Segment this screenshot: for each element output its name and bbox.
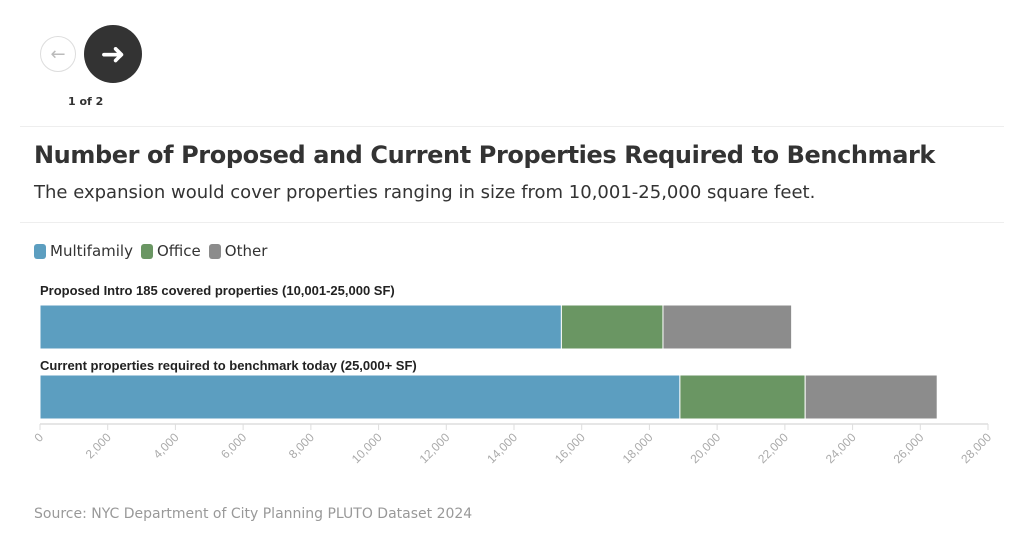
chart-title: Number of Proposed and Current Propertie… [34,141,935,169]
x-tick-label: 2,000 [83,430,114,461]
bar-segment-other [804,374,938,420]
legend-label: Other [224,242,268,260]
bar-segment-multifamily [39,304,562,350]
x-tick-label: 10,000 [349,430,385,466]
bar-segment-other [662,304,793,350]
divider [20,126,1004,127]
bar-segment-office [560,304,664,350]
legend: Multifamily Office Other [34,242,267,260]
x-tick-label: 14,000 [484,430,520,466]
page-indicator: 1 of 2 [68,95,104,108]
category-label: Proposed Intro 185 covered properties (1… [40,283,395,298]
x-tick-label: 12,000 [417,430,453,466]
x-tick-label: 8,000 [286,430,317,461]
bar-chart: Proposed Intro 185 covered properties (1… [31,283,994,466]
x-tick-label: 28,000 [958,430,994,466]
bar-segment-office [679,374,806,420]
divider [20,222,1004,223]
x-tick-label: 26,000 [891,430,927,466]
legend-label: Office [156,242,201,260]
legend-swatch [208,243,221,259]
category-label: Current properties required to benchmark… [40,358,417,373]
x-tick-label: 16,000 [552,430,588,466]
x-tick-label: 0 [31,430,46,445]
legend-label: Multifamily [50,242,133,260]
arrow-left-icon: ← [50,43,66,65]
source-note: Source: NYC Department of City Planning … [34,506,473,522]
x-tick-label: 4,000 [150,430,181,461]
x-tick-label: 6,000 [218,430,249,461]
x-tick-label: 20,000 [687,430,723,466]
legend-swatch [34,243,46,259]
x-tick-label: 22,000 [755,430,791,466]
previous-button[interactable]: ← [40,36,76,72]
next-button[interactable]: ➜ [84,25,142,83]
legend-item[interactable]: Multifamily [34,242,133,260]
arrow-right-icon: ➜ [100,36,126,72]
bar-segment-multifamily [39,374,681,420]
legend-item[interactable]: Other [208,242,268,260]
legend-swatch [140,243,153,259]
x-tick-label: 18,000 [620,430,656,466]
legend-item[interactable]: Office [140,242,201,260]
x-tick-label: 24,000 [823,430,859,466]
chart-subtitle: The expansion would cover properties ran… [34,182,816,203]
